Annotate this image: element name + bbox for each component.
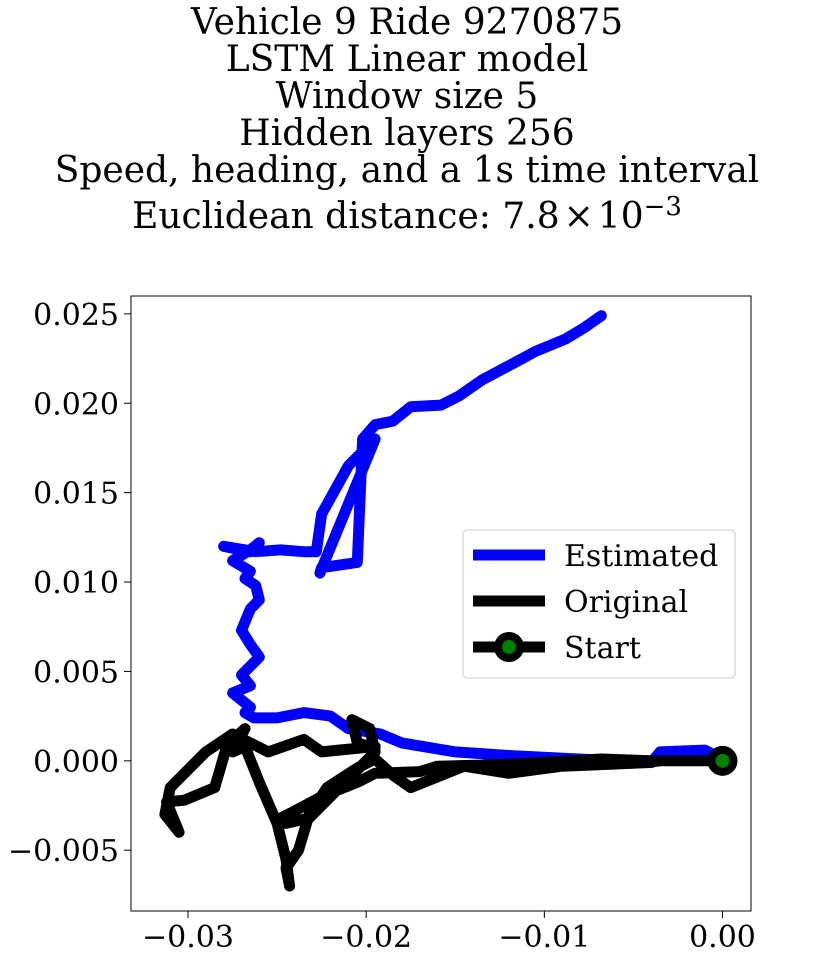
metric-times: ×	[563, 196, 594, 237]
legend-label-start: Start	[564, 631, 641, 666]
x-tick-label: −0.02	[320, 920, 412, 955]
x-axis: −0.03 −0.02 −0.01 0.00	[142, 911, 756, 955]
legend: Estimated Original Start	[462, 529, 736, 679]
metric-mantissa: 7.8	[502, 196, 560, 237]
series-estimated-line	[218, 310, 728, 769]
title-metric-line: Euclidean distance: 7.8 × 10−3	[0, 189, 814, 235]
title-line-5: Speed, heading, and a 1s time interval	[54, 150, 760, 191]
y-tick-label: 0.000	[33, 745, 119, 780]
title-line-1: Vehicle 9 Ride 9270875	[190, 2, 624, 43]
legend-label-estimated: Estimated	[564, 539, 718, 574]
legend-marker-start	[494, 632, 524, 662]
x-tick-label: −0.03	[142, 920, 234, 955]
y-tick-label: −0.005	[8, 834, 119, 869]
chart-title: Vehicle 9 Ride 9270875 LSTM Linear model…	[0, 4, 814, 235]
plot-traces	[159, 310, 738, 892]
title-line-2: LSTM Linear model	[225, 39, 589, 80]
title-line-3: Window size 5	[275, 76, 539, 117]
x-tick-label: 0.00	[689, 920, 756, 955]
y-tick-label: 0.025	[33, 298, 119, 333]
plot-frame	[130, 295, 752, 912]
y-tick-label: 0.005	[33, 655, 119, 690]
metric-exponent: −3	[643, 192, 682, 222]
metric-label: Euclidean distance:	[132, 196, 503, 237]
y-tick-label: 0.020	[33, 387, 119, 422]
start-marker	[707, 745, 738, 776]
metric-base: 10	[597, 196, 644, 237]
legend-box	[462, 529, 736, 679]
y-tick-label: 0.010	[33, 566, 119, 601]
x-tick-label: −0.01	[498, 920, 590, 955]
title-line-4: Hidden layers 256	[239, 113, 575, 154]
series-original-line	[159, 714, 728, 892]
y-tick-label: 0.015	[33, 477, 119, 512]
legend-label-original: Original	[564, 585, 688, 620]
y-axis: 0.025 0.020 0.015 0.010 0.005 0.000 −0.005	[8, 298, 131, 869]
